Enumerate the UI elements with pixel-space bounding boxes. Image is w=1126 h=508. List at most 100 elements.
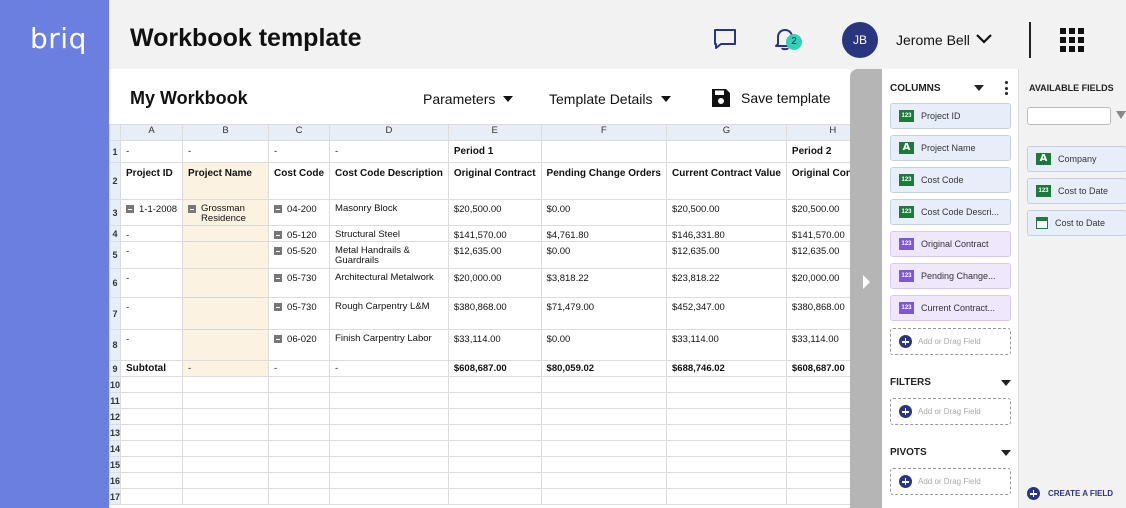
cell[interactable]: $33,114.00 bbox=[785, 329, 850, 361]
column-header[interactable]: E bbox=[447, 124, 542, 141]
empty-cell[interactable] bbox=[329, 424, 449, 441]
row-number[interactable]: 10 bbox=[109, 376, 122, 393]
cell[interactable]: $20,500.00 bbox=[666, 199, 787, 226]
cell[interactable]: - bbox=[120, 297, 184, 330]
row-number[interactable]: 17 bbox=[109, 488, 122, 505]
column-field-chip[interactable]: 123 Pending Change... bbox=[890, 263, 1011, 289]
cell[interactable]: $20,500.00 bbox=[447, 199, 542, 226]
empty-cell[interactable] bbox=[785, 440, 850, 457]
cell[interactable]: 05-520 bbox=[268, 241, 331, 269]
empty-cell[interactable] bbox=[268, 408, 331, 425]
cell[interactable] bbox=[182, 297, 270, 330]
empty-cell[interactable] bbox=[447, 392, 542, 409]
cell[interactable]: $0.00 bbox=[540, 241, 668, 269]
empty-cell[interactable] bbox=[329, 376, 449, 393]
kebab-menu-icon[interactable] bbox=[1005, 81, 1009, 95]
cell[interactable] bbox=[182, 268, 270, 298]
row-number[interactable]: 15 bbox=[109, 456, 122, 473]
apps-grid-icon[interactable] bbox=[1060, 28, 1084, 52]
empty-cell[interactable] bbox=[666, 424, 787, 441]
collapse-row-icon[interactable] bbox=[274, 335, 283, 343]
cell[interactable]: Finish Carpentry Labor bbox=[329, 329, 449, 361]
collapse-row-icon[interactable] bbox=[274, 247, 283, 255]
caret-down-icon[interactable] bbox=[974, 85, 984, 91]
cell[interactable] bbox=[182, 241, 270, 269]
empty-cell[interactable] bbox=[182, 408, 270, 425]
subtotal-label[interactable]: Subtotal bbox=[120, 360, 184, 377]
cell[interactable]: $4,761.80 bbox=[540, 225, 668, 242]
cell[interactable]: 05-120 bbox=[268, 225, 331, 242]
cell[interactable] bbox=[666, 140, 787, 163]
cell[interactable]: $380,868.00 bbox=[785, 297, 850, 330]
header-cell[interactable]: Cost Code Description bbox=[329, 162, 449, 200]
empty-cell[interactable] bbox=[120, 408, 184, 425]
empty-cell[interactable] bbox=[268, 376, 331, 393]
column-field-chip[interactable]: 123 Original Contract bbox=[890, 231, 1011, 257]
available-field-chip[interactable]: A Company bbox=[1027, 146, 1126, 172]
collapse-row-icon[interactable] bbox=[274, 205, 283, 213]
cell[interactable] bbox=[182, 225, 270, 242]
column-field-chip[interactable]: 123 Cost Code bbox=[890, 167, 1011, 193]
empty-cell[interactable] bbox=[268, 424, 331, 441]
empty-cell[interactable] bbox=[666, 408, 787, 425]
empty-cell[interactable] bbox=[120, 472, 184, 489]
empty-cell[interactable] bbox=[666, 376, 787, 393]
header-cell[interactable]: Pending Change Orders bbox=[540, 162, 668, 200]
cell[interactable]: $23,818.22 bbox=[666, 268, 787, 298]
empty-cell[interactable] bbox=[447, 424, 542, 441]
empty-cell[interactable] bbox=[666, 488, 787, 505]
add-column-field-dropzone[interactable]: Add or Drag Field bbox=[890, 328, 1011, 355]
empty-cell[interactable] bbox=[268, 440, 331, 457]
empty-cell[interactable] bbox=[120, 488, 184, 505]
cell[interactable]: Grossman Residence bbox=[182, 199, 270, 226]
create-field-button[interactable]: CREATE A FIELD bbox=[1027, 487, 1113, 500]
cell[interactable]: Structural Steel bbox=[329, 225, 449, 242]
empty-cell[interactable] bbox=[268, 392, 331, 409]
empty-cell[interactable] bbox=[785, 392, 850, 409]
cell[interactable]: $452,347.00 bbox=[666, 297, 787, 330]
row-number[interactable]: 14 bbox=[109, 440, 122, 457]
cell[interactable]: $71,479.00 bbox=[540, 297, 668, 330]
row-number[interactable]: 1 bbox=[109, 140, 122, 163]
row-number[interactable]: 13 bbox=[109, 424, 122, 441]
add-filter-dropzone[interactable]: Add or Drag Field bbox=[890, 398, 1011, 425]
available-field-chip[interactable]: 123 Cost to Date bbox=[1027, 178, 1126, 204]
row-number[interactable]: 9 bbox=[109, 360, 122, 377]
cell[interactable]: - bbox=[120, 140, 184, 163]
empty-cell[interactable] bbox=[268, 472, 331, 489]
empty-cell[interactable] bbox=[329, 408, 449, 425]
cell[interactable]: $33,114.00 bbox=[666, 329, 787, 361]
parameters-dropdown[interactable]: Parameters bbox=[423, 91, 514, 107]
cell[interactable]: 05-730 bbox=[268, 268, 331, 298]
empty-cell[interactable] bbox=[666, 472, 787, 489]
header-cell[interactable]: Cost Code bbox=[268, 162, 331, 200]
column-field-chip[interactable]: A Project Name bbox=[890, 135, 1011, 161]
cell[interactable]: 05-730 bbox=[268, 297, 331, 330]
cell[interactable]: $20,000.00 bbox=[447, 268, 542, 298]
cell[interactable]: 1-1-2008 bbox=[120, 199, 184, 226]
cell[interactable]: $0.00 bbox=[540, 329, 668, 361]
empty-cell[interactable] bbox=[182, 472, 270, 489]
column-field-chip[interactable]: 123 Cost Code Descri... bbox=[890, 199, 1011, 225]
column-header[interactable]: A bbox=[120, 124, 184, 141]
empty-cell[interactable] bbox=[447, 376, 542, 393]
cell[interactable]: $141,570.00 bbox=[447, 225, 542, 242]
empty-cell[interactable] bbox=[785, 456, 850, 473]
cell[interactable]: - bbox=[120, 268, 184, 298]
cell[interactable]: Metal Handrails & Guardrails bbox=[329, 241, 449, 269]
cell[interactable]: Rough Carpentry L&M bbox=[329, 297, 449, 330]
empty-cell[interactable] bbox=[666, 440, 787, 457]
empty-cell[interactable] bbox=[329, 456, 449, 473]
row-number[interactable]: 5 bbox=[109, 241, 122, 269]
empty-cell[interactable] bbox=[666, 392, 787, 409]
empty-cell[interactable] bbox=[785, 424, 850, 441]
subtotal-value[interactable]: $688,746.02 bbox=[666, 360, 787, 377]
available-field-chip[interactable]: Cost to Date bbox=[1027, 210, 1126, 236]
empty-cell[interactable] bbox=[540, 392, 668, 409]
chevron-down-icon[interactable] bbox=[975, 32, 993, 46]
cell[interactable]: $12,635.00 bbox=[666, 241, 787, 269]
empty-cell[interactable] bbox=[120, 392, 184, 409]
column-header[interactable]: D bbox=[329, 124, 449, 141]
empty-cell[interactable] bbox=[447, 488, 542, 505]
empty-cell[interactable] bbox=[447, 472, 542, 489]
